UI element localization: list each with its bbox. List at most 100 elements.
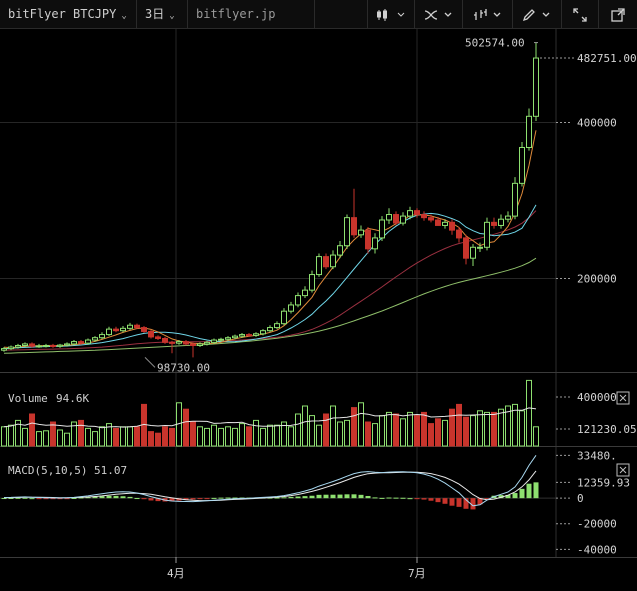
candle-body — [43, 344, 49, 347]
x-tick-label: 4月 — [167, 567, 185, 580]
macd-histogram-bar — [407, 498, 413, 500]
macd-histogram-bar — [78, 497, 84, 499]
macd-histogram-bar — [442, 498, 448, 504]
volume-bar — [204, 427, 210, 447]
volume-tick-label: 121230.05 — [577, 423, 637, 436]
macd-histogram-bar — [505, 494, 511, 499]
volume-bar — [8, 424, 14, 447]
draw-tool-button[interactable] — [513, 0, 562, 29]
volume-value: 94.6K — [56, 392, 89, 405]
macd-histogram-bar — [232, 497, 238, 499]
ma10-line — [3, 204, 537, 350]
candle-body — [57, 344, 63, 347]
chevron-down-icon: ⌄ — [121, 11, 127, 21]
bar-style-button[interactable] — [463, 0, 513, 29]
candle-body — [491, 221, 497, 226]
volume-bar — [386, 411, 392, 447]
volume-bar — [379, 415, 385, 447]
volume-ma-line — [3, 407, 537, 429]
indicators-button[interactable] — [415, 0, 463, 29]
volume-tick-label: 400000 — [577, 391, 617, 404]
candle-body — [50, 344, 56, 347]
volume-bar — [246, 426, 252, 447]
interval-label: 3日 — [145, 7, 165, 21]
macd-histogram-bar — [386, 497, 392, 499]
volume-title: Volume — [8, 392, 48, 405]
candle-body — [379, 219, 385, 239]
candle-body — [372, 237, 378, 250]
macd-histogram-bar — [435, 498, 441, 503]
candle-body — [393, 214, 399, 224]
interval-selector[interactable]: 3日 ⌄ — [137, 0, 188, 29]
candle-body — [309, 274, 315, 291]
macd-histogram-bar — [288, 496, 294, 499]
macd-histogram-bar — [463, 498, 469, 509]
volume-bar — [421, 411, 427, 447]
candle-body — [64, 343, 70, 346]
macd-histogram-bar — [477, 498, 483, 505]
volume-close-button[interactable] — [616, 391, 630, 405]
macd-histogram-bar — [92, 496, 98, 499]
chart-type-button[interactable] — [368, 0, 415, 29]
candle-body — [78, 341, 84, 344]
volume-bar — [169, 427, 175, 447]
candle-body — [253, 333, 259, 336]
volume-bar — [92, 431, 98, 447]
macd-histogram-bar — [393, 497, 399, 499]
macd-tick-label: 0 — [577, 492, 584, 505]
macd-histogram-bar — [155, 498, 161, 502]
macd-histogram-bar — [351, 494, 357, 499]
candle-body — [477, 246, 483, 249]
popout-button[interactable] — [599, 0, 637, 29]
macd-histogram-bar — [449, 498, 455, 506]
volume-bar — [43, 430, 49, 447]
candle-body — [449, 221, 455, 231]
volume-bar — [225, 426, 231, 447]
macd-histogram-bar — [134, 498, 140, 500]
volume-bar — [197, 426, 203, 447]
symbol-label: bitFlyer BTCJPY — [8, 7, 117, 21]
macd-tick-label: 12359.93 — [577, 476, 630, 489]
candle-body — [337, 245, 343, 256]
price-tick-label: 400000 — [577, 117, 617, 130]
source-link[interactable]: bitflyer.jp — [188, 0, 315, 29]
macd-histogram-bar — [211, 497, 217, 499]
volume-bar — [400, 418, 406, 447]
volume-bar — [442, 419, 448, 447]
symbol-selector[interactable]: bitFlyer BTCJPY ⌄ — [0, 0, 137, 29]
axis-labels: 482751.00 200000 400000 400000 121230.05 3348… — [167, 52, 637, 580]
volume-bar — [470, 415, 476, 447]
macd-tick-label: 33480. — [577, 449, 617, 462]
low-marker — [144, 357, 156, 368]
macd-histogram-bar — [1, 498, 7, 500]
candle-body — [442, 221, 448, 226]
macd-histogram-bar — [274, 497, 280, 499]
fullscreen-button[interactable] — [562, 0, 599, 29]
close-icon — [619, 466, 627, 474]
candle-body — [288, 304, 294, 312]
candle-body — [141, 327, 147, 332]
macd-panel — [1, 455, 539, 510]
volume-bar — [155, 432, 161, 447]
volume-bar — [351, 407, 357, 447]
candle-body — [71, 341, 77, 345]
volume-bar — [64, 432, 70, 447]
macd-histogram-bar — [428, 498, 434, 501]
macd-histogram-bar — [484, 498, 490, 500]
volume-bar — [302, 405, 308, 447]
macd-histogram-bar — [15, 497, 21, 499]
volume-bar — [526, 379, 532, 447]
volume-bar — [29, 413, 35, 447]
pencil-icon — [522, 8, 550, 21]
candle-body — [148, 330, 154, 338]
macd-histogram-bar — [57, 498, 63, 500]
volume-bar — [162, 426, 168, 447]
volume-bar — [372, 423, 378, 447]
popout-icon — [611, 7, 625, 22]
candle-body — [134, 324, 140, 329]
macd-close-button[interactable] — [616, 463, 630, 477]
candle-body — [295, 295, 301, 306]
volume-bar — [288, 426, 294, 447]
close-icon — [619, 394, 627, 402]
